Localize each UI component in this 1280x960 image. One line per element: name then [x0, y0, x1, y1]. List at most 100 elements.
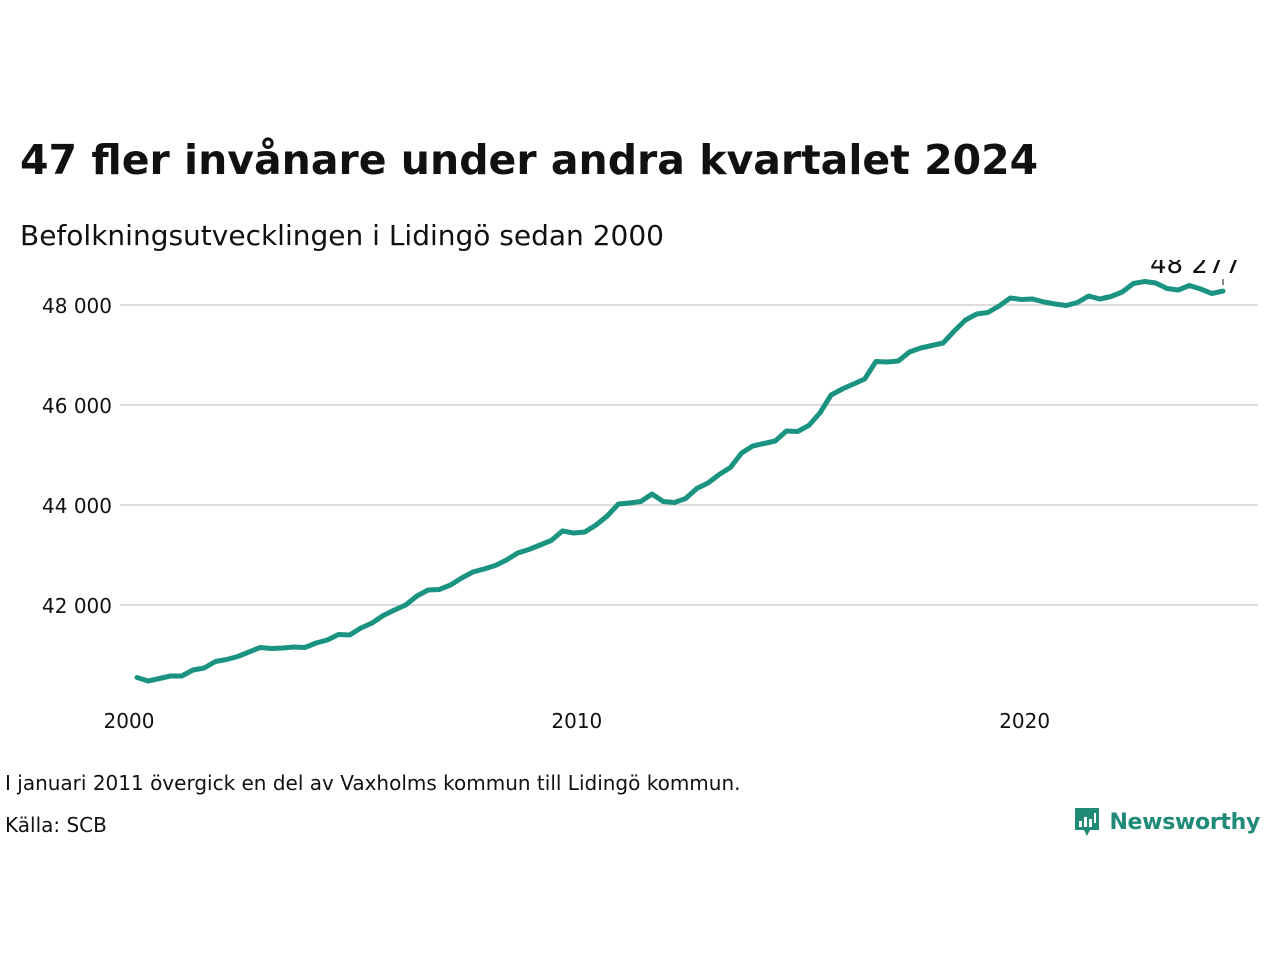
data-point — [885, 360, 890, 365]
newsworthy-logo[interactable]: Newsworthy — [1073, 806, 1260, 838]
data-point — [1131, 281, 1136, 286]
data-point — [482, 567, 487, 572]
data-point — [235, 654, 240, 659]
data-point — [627, 501, 632, 506]
data-point — [1109, 294, 1114, 299]
data-point — [829, 393, 834, 398]
x-tick-label: 2000 — [104, 709, 155, 733]
data-point — [1064, 303, 1069, 308]
data-point — [1221, 289, 1226, 294]
data-point — [280, 646, 285, 651]
data-point — [358, 626, 363, 631]
data-point — [806, 423, 811, 428]
data-point — [1053, 302, 1058, 307]
y-axis-labels: 42 000 44 000 46 000 48 000 — [42, 294, 112, 618]
data-point — [1198, 287, 1203, 292]
data-point — [650, 492, 655, 497]
data-point — [750, 444, 755, 449]
data-point — [896, 359, 901, 364]
data-point — [661, 499, 666, 504]
data-point — [437, 587, 442, 592]
y-tick-label: 48 000 — [42, 294, 112, 318]
data-point — [392, 608, 397, 613]
data-point — [224, 657, 229, 662]
data-point — [739, 451, 744, 456]
data-point — [1209, 291, 1214, 296]
data-point — [605, 514, 610, 519]
data-point — [269, 646, 274, 651]
x-tick-label: 2020 — [999, 709, 1050, 733]
data-point — [190, 668, 195, 673]
data-point — [873, 359, 878, 364]
data-point — [291, 645, 296, 650]
data-point — [683, 496, 688, 501]
data-point — [314, 641, 319, 646]
data-point — [258, 645, 263, 650]
newsworthy-logo-icon — [1075, 808, 1100, 836]
data-point — [974, 312, 979, 317]
data-point — [549, 538, 554, 543]
data-point — [336, 632, 341, 637]
series-layer — [134, 279, 1226, 684]
data-point — [761, 441, 766, 446]
data-point — [526, 547, 531, 552]
chart-note: I januari 2011 övergick en del av Vaxhol… — [5, 771, 741, 795]
x-tick-label: 2010 — [551, 709, 602, 733]
data-point — [1153, 281, 1158, 286]
data-point — [179, 674, 184, 679]
data-point — [985, 310, 990, 315]
data-point — [728, 465, 733, 470]
newsworthy-logo-text: Newsworthy — [1109, 809, 1260, 835]
data-point — [571, 531, 576, 536]
y-tick-label: 44 000 — [42, 494, 112, 518]
data-point — [347, 633, 352, 638]
data-point — [302, 645, 307, 650]
data-point — [918, 346, 923, 351]
y-tick-label: 46 000 — [42, 394, 112, 418]
data-points — [135, 279, 1226, 684]
chart-subtitle: Befolkningsutvecklingen i Lidingö sedan … — [20, 219, 664, 252]
data-point — [817, 411, 822, 416]
data-point — [840, 387, 845, 392]
data-point — [594, 523, 599, 528]
data-point — [560, 529, 565, 534]
data-point — [157, 676, 162, 681]
data-point — [325, 638, 330, 643]
data-point — [403, 603, 408, 608]
data-point — [929, 343, 934, 348]
data-point — [672, 500, 677, 505]
chart-title: 47 fler invånare under andra kvartalet 2… — [20, 136, 1039, 184]
data-point — [862, 377, 867, 382]
data-point — [795, 429, 800, 434]
data-point — [694, 486, 699, 491]
data-point — [1187, 283, 1192, 288]
source-text: Källa: SCB — [5, 813, 107, 837]
data-point — [459, 576, 464, 581]
data-point — [515, 551, 520, 556]
data-point — [1165, 286, 1170, 291]
data-point — [638, 499, 643, 504]
data-point — [851, 382, 856, 387]
data-point — [963, 318, 968, 323]
data-point — [773, 439, 778, 444]
data-point — [907, 350, 912, 355]
series-line — [134, 279, 1226, 684]
data-point — [997, 304, 1002, 309]
data-point — [941, 341, 946, 346]
data-point — [1008, 296, 1013, 301]
data-point — [1176, 288, 1181, 293]
data-point — [1019, 297, 1024, 302]
data-point — [168, 674, 173, 679]
data-point — [1086, 294, 1091, 299]
data-point — [784, 429, 789, 434]
data-point — [146, 679, 151, 684]
data-point — [717, 472, 722, 477]
data-point — [381, 613, 386, 618]
data-point — [1075, 300, 1080, 305]
x-axis-labels: 2000 2010 2020 — [104, 709, 1051, 733]
end-label-group: 48 277 — [1150, 260, 1241, 286]
data-point — [213, 659, 218, 664]
line-chart: 42 000 44 000 46 000 48 000 2000 2010 2020 48… — [42, 260, 1258, 733]
data-point — [582, 530, 587, 535]
data-point — [1030, 297, 1035, 302]
